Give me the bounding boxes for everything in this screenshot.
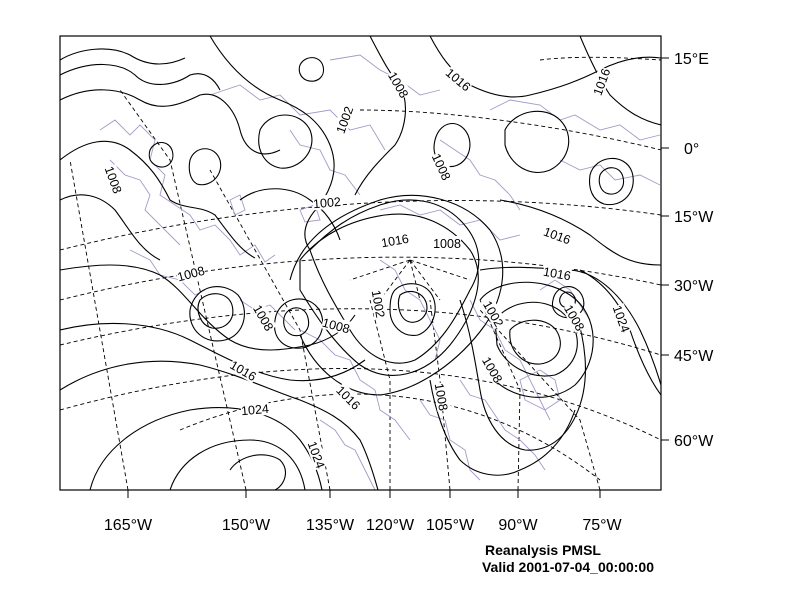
isobar-west-1016 [60, 322, 366, 382]
contour-label: 1016 [380, 232, 410, 251]
contour-label: 1016 [443, 66, 473, 95]
isobar-far-w [60, 194, 161, 261]
isobar-n-closed-4 [258, 114, 313, 169]
contour-label: 1002 [334, 104, 357, 135]
contour-label: 1016 [542, 265, 572, 284]
contour-label: 1008 [385, 69, 411, 100]
bottom-axis-label: 105°W [426, 517, 475, 534]
parallel-0 [359, 109, 661, 151]
isobar-east-low-2 [509, 319, 561, 365]
contour-label: 1002 [369, 289, 388, 319]
contour-label: 1008 [321, 316, 352, 337]
isobar-center-1002 [309, 199, 480, 364]
isobar-east-low-3 [479, 281, 594, 398]
right-axis-label: 30°W [674, 278, 714, 295]
map-frame [59, 35, 662, 491]
meridian-90w [479, 299, 521, 490]
right-axis-label: 15°E [674, 51, 709, 68]
contour-label: 1008 [432, 382, 451, 412]
plot-area [60, 36, 661, 490]
contour-label: 1002 [313, 195, 342, 211]
isobar-west-closed [148, 141, 174, 168]
isobar-nw-3 [60, 89, 281, 155]
bottom-axis-label: 90°W [498, 517, 538, 534]
bottom-axis-label: 120°W [366, 517, 415, 534]
contour-label: 1008 [429, 151, 453, 182]
isobar-low-west-1 [197, 293, 234, 329]
contour-label: 1008 [102, 165, 125, 196]
isobar-sw-1016 [60, 360, 379, 490]
isobar-low-west-2 [189, 286, 245, 342]
right-axis-label: 0° [684, 141, 699, 158]
contour-label: 1024 [241, 402, 270, 418]
isobar-sw-1024-inner [169, 439, 306, 490]
right-axis: 15°E 0° 15°W 30°W 45°W 60°W [661, 51, 714, 450]
contour-label: 1008 [176, 264, 207, 285]
valid-time: Valid 2001-07-04_00:00:00 [482, 559, 654, 575]
isobar-north-1008 [354, 36, 406, 196]
bottom-axis-label: 150°W [222, 517, 271, 534]
parallel-75w [179, 393, 601, 481]
contour-label: 1016 [227, 358, 258, 384]
bottom-axis-label: 75°W [582, 517, 622, 534]
figure-title: Reanalysis PMSL [485, 542, 601, 558]
isobar-low-center [389, 283, 436, 336]
isobar-1008-west [60, 140, 256, 259]
pole-rays [349, 259, 471, 301]
contour-label: 1016 [591, 66, 614, 97]
parallel-15e [539, 56, 661, 61]
isobar-center-1016 [289, 194, 504, 396]
meridian-75w [479, 309, 601, 490]
parallel-45w [60, 308, 661, 356]
contour-label: 1008 [433, 237, 461, 251]
isobar-ne-closed-1 [504, 110, 570, 173]
isobar-west-1008 [60, 264, 356, 351]
isobar-ne-1016 [579, 36, 661, 126]
right-axis-label: 45°W [674, 348, 714, 365]
isobar-sw-1024 [89, 407, 323, 490]
isobar-north-1002 [209, 36, 335, 251]
isobar-low-mid-1 [283, 307, 310, 337]
contour-label: 1024 [305, 440, 328, 471]
bottom-axis: 165°W 150°W 135°W 120°W 105°W 90°W 75°W [104, 490, 623, 534]
meridian-150w [119, 89, 247, 490]
parallel-30w [60, 256, 661, 301]
isobar-n-closed-2 [188, 148, 222, 186]
isobar-mid-1 [239, 188, 341, 241]
contour-label: 1016 [333, 383, 363, 413]
isobar-east-1016 [499, 199, 661, 266]
right-axis-label: 60°W [674, 433, 714, 450]
isobar-east-1016b [479, 266, 661, 386]
bottom-axis-label: 165°W [104, 517, 153, 534]
isobar-se-1016 [429, 379, 576, 476]
isobar-ne-closed-3 [588, 157, 634, 206]
isobar-center-1008 [299, 213, 479, 376]
contour-label: 1024 [610, 304, 633, 335]
isobar-low-inner [397, 290, 428, 323]
isobar-sw-high [229, 454, 286, 490]
isobar-low-mid-2 [274, 298, 324, 349]
isobars [60, 36, 661, 490]
meridian-165w [69, 159, 129, 490]
isobar-nw-2 [60, 63, 221, 91]
isobar-nw-1 [60, 48, 186, 65]
meridian-120w [369, 299, 391, 490]
right-axis-label: 15°W [674, 209, 714, 226]
isobar-east-low-1 [494, 301, 578, 377]
isobar-n-closed-1 [298, 57, 325, 82]
contour-label: 1016 [542, 225, 573, 248]
contour-label: 1002 [480, 298, 506, 329]
isobar-ne-closed-2 [598, 167, 625, 195]
bottom-axis-label: 135°W [306, 517, 355, 534]
isobar-se-1008 [459, 299, 586, 451]
